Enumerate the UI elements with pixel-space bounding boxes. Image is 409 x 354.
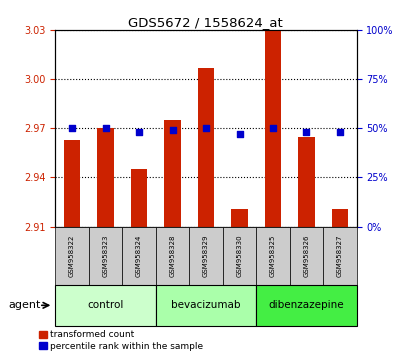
- Point: [69, 126, 75, 131]
- Text: GSM958327: GSM958327: [336, 234, 342, 277]
- Point: [169, 127, 175, 133]
- Bar: [256, 285, 356, 326]
- Point: [302, 130, 309, 135]
- Point: [202, 126, 209, 131]
- Bar: [289, 227, 322, 285]
- Point: [102, 126, 109, 131]
- Bar: [97, 129, 114, 227]
- Text: agent: agent: [8, 300, 40, 310]
- Point: [135, 130, 142, 135]
- Point: [336, 130, 342, 135]
- Text: GSM958329: GSM958329: [202, 234, 209, 277]
- Bar: [63, 140, 80, 227]
- Bar: [130, 169, 147, 227]
- Text: GDS5672 / 1558624_at: GDS5672 / 1558624_at: [127, 16, 282, 29]
- Bar: [322, 227, 356, 285]
- Bar: [55, 285, 155, 326]
- Bar: [222, 227, 256, 285]
- Legend: transformed count, percentile rank within the sample: transformed count, percentile rank withi…: [39, 330, 203, 351]
- Bar: [89, 227, 122, 285]
- Bar: [55, 227, 89, 285]
- Bar: [189, 227, 222, 285]
- Bar: [164, 120, 180, 227]
- Point: [236, 131, 242, 137]
- Text: GSM958322: GSM958322: [69, 235, 75, 277]
- Bar: [256, 227, 289, 285]
- Text: GSM958328: GSM958328: [169, 234, 175, 277]
- Text: dibenzazepine: dibenzazepine: [268, 300, 344, 310]
- Text: GSM958325: GSM958325: [270, 235, 275, 277]
- Bar: [297, 137, 314, 227]
- Bar: [197, 68, 214, 227]
- Bar: [155, 227, 189, 285]
- Bar: [122, 227, 155, 285]
- Text: control: control: [87, 300, 124, 310]
- Point: [269, 126, 276, 131]
- Text: bevacizumab: bevacizumab: [171, 300, 240, 310]
- Text: GSM958323: GSM958323: [102, 234, 108, 277]
- Bar: [264, 30, 281, 227]
- Text: GSM958324: GSM958324: [136, 235, 142, 277]
- Bar: [155, 285, 256, 326]
- Text: GSM958326: GSM958326: [303, 234, 309, 277]
- Text: GSM958330: GSM958330: [236, 234, 242, 277]
- Bar: [331, 209, 348, 227]
- Bar: [231, 209, 247, 227]
